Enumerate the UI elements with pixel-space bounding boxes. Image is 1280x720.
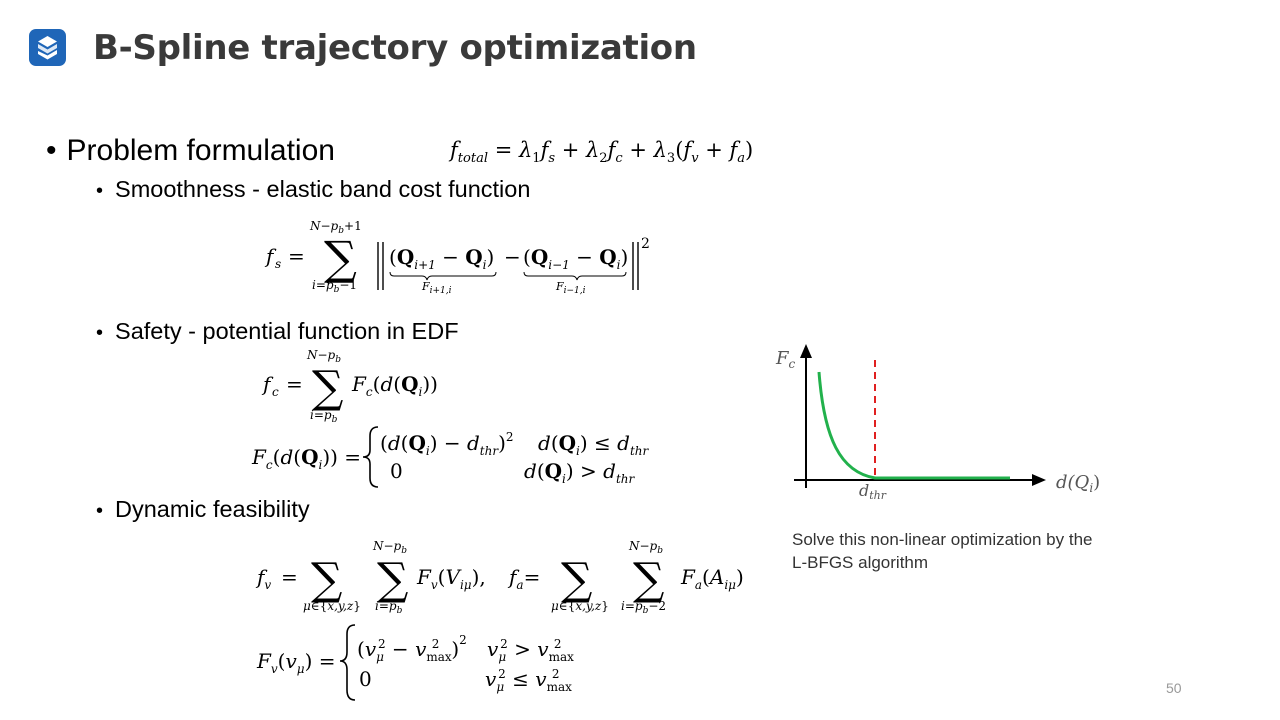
svg-text:=: =: [281, 565, 298, 589]
svg-text:0: 0: [390, 459, 403, 483]
svg-text:=: =: [288, 244, 305, 268]
bullet-problem-formulation: • Problem formulation: [46, 134, 335, 168]
x-axis-arrow: [1032, 474, 1046, 486]
threshold-label: dthr: [859, 481, 887, 502]
bullet-dynamic-label: Dynamic feasibility: [115, 496, 310, 522]
svg-text:μ∈{x,y,z}: μ∈{x,y,z}: [303, 599, 361, 613]
svg-text:Fc(d(Qi)): Fc(d(Qi)): [351, 372, 438, 399]
slide-title: B-Spline trajectory optimization: [93, 28, 697, 68]
svg-text:Fa(Aiμ): Fa(Aiμ): [680, 565, 744, 592]
svg-text:=: =: [286, 372, 303, 396]
bullet-smoothness-label: Smoothness - elastic band cost function: [115, 176, 531, 202]
svg-text:N−pb: N−pb: [372, 539, 407, 556]
svg-text:2: 2: [641, 236, 650, 252]
svg-text:∑: ∑: [377, 554, 408, 605]
svg-text:N−pb: N−pb: [306, 348, 341, 365]
y-axis-label: Fc: [775, 348, 796, 371]
svg-text:Fv(vμ) =: Fv(vμ) =: [256, 649, 336, 676]
bullet-dynamic-feasibility: • Dynamic feasibility: [96, 496, 310, 523]
svg-text:N−pb+1: N−pb+1: [309, 219, 362, 236]
feasibility-equation: fv = ∑ μ∈{x,y,z} N−pb ∑ i=pb Fv(Viμ), fa…: [255, 539, 744, 616]
svg-text:i=pb−1: i=pb−1: [312, 278, 357, 295]
total-cost-equation: ftotal = λ1fs + λ2fc + λ3(fv + fa): [450, 138, 754, 167]
svg-text:Fi+1,i: Fi+1,i: [421, 280, 452, 296]
svg-text:N−pb: N−pb: [628, 539, 663, 556]
bullet-dot: •: [96, 180, 104, 202]
x-axis-label: d(Qi): [1056, 472, 1100, 495]
svg-text:Fv(Viμ),: Fv(Viμ),: [416, 565, 486, 592]
svg-text:(d(Qi) − dthr)2: (d(Qi) − dthr)2: [380, 430, 514, 458]
y-axis-arrow: [800, 344, 812, 358]
svg-text:−: −: [504, 245, 521, 269]
section-title: Problem formulation: [66, 134, 335, 167]
svg-text:μ∈{x,y,z}: μ∈{x,y,z}: [551, 599, 609, 613]
bullet-dot: •: [96, 500, 104, 522]
svg-text:s: s: [275, 257, 281, 271]
svg-text:∑: ∑: [633, 554, 664, 605]
svg-text:Fi−1,i: Fi−1,i: [555, 280, 586, 296]
svg-text:fa=: fa=: [507, 565, 540, 592]
svg-text:vμ2 ≤ vmax2: vμ2 ≤ vmax2: [485, 667, 572, 694]
svg-text:(Qi−1 − Qi): (Qi−1 − Qi): [523, 245, 628, 272]
velocity-penalty-equation: Fv(vμ) = (vμ2 − vmax2)2 vμ2 > vmax2 0 vμ…: [256, 624, 574, 701]
svg-text:fv: fv: [255, 565, 271, 592]
svg-text:∑: ∑: [561, 554, 592, 605]
svg-text:(vμ2 − vmax2)2: (vμ2 − vmax2)2: [357, 633, 467, 664]
potential-piecewise-equation: Fc(d(Qi)) = (d(Qi) − dthr)2 d(Qi) ≤ dthr…: [251, 426, 650, 488]
svg-text:d(Qi) ≤ dthr: d(Qi) ≤ dthr: [538, 431, 650, 458]
optimization-note: Solve this non-linear optimization by th…: [792, 530, 1093, 572]
svg-text:i=pb: i=pb: [375, 599, 403, 616]
svg-text:d(Qi) > dthr: d(Qi) > dthr: [524, 459, 636, 486]
svg-text:(Qi+1 − Qi): (Qi+1 − Qi): [389, 245, 494, 272]
potential-curve: [817, 371, 1010, 480]
svg-text:Fc(d(Qi)) =: Fc(d(Qi)) =: [251, 445, 361, 472]
svg-text:∑: ∑: [311, 554, 342, 605]
page-number: 50: [1166, 680, 1182, 696]
safety-equation: f c = N−pb ∑ i=pb Fc(d(Qi)): [261, 348, 438, 425]
potential-function-plot: Fc d(Qi) dthr: [775, 344, 1100, 502]
bullet-safety-label: Safety - potential function in EDF: [115, 318, 459, 344]
svg-text:c: c: [272, 385, 279, 399]
bullet-dot: •: [96, 322, 104, 344]
svg-text:vμ2 > vmax2: vμ2 > vmax2: [487, 637, 574, 664]
svg-text:∑: ∑: [312, 362, 343, 413]
svg-text:i=pb−2: i=pb−2: [621, 599, 666, 616]
smoothness-equation: f s = N−pb+1 ∑ i=pb−1 (Qi+1 − Qi) Fi+1,i…: [264, 219, 650, 296]
brand-logo-icon: [29, 29, 66, 66]
svg-text:∑: ∑: [324, 231, 357, 285]
bullet-dot: •: [46, 134, 57, 167]
svg-text:i=pb: i=pb: [310, 408, 338, 425]
bullet-smoothness: • Smoothness - elastic band cost function: [96, 176, 530, 203]
bullet-safety: • Safety - potential function in EDF: [96, 318, 459, 345]
svg-text:0: 0: [359, 667, 372, 691]
